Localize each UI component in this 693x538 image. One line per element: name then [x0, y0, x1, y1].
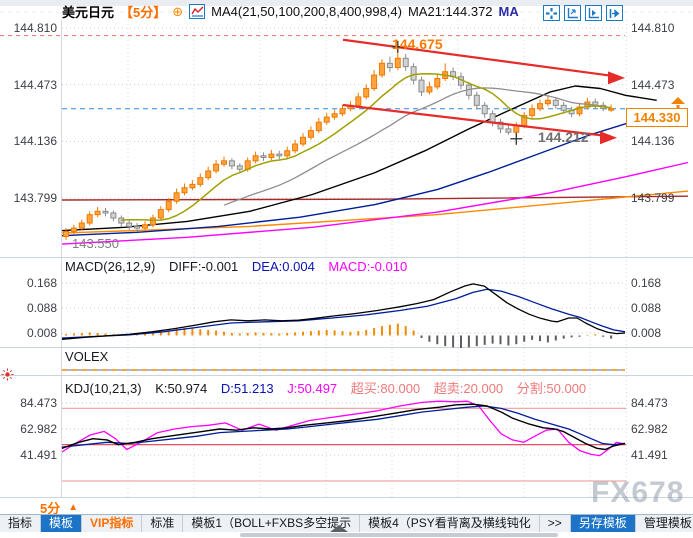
horizontal-scrollbar-thumb[interactable] — [240, 533, 558, 537]
volex-title: VOLEX — [65, 349, 109, 364]
tab-模板1（BOLL+FXBS多空提示[interactable]: 模板1（BOLL+FXBS多空提示 — [183, 515, 361, 532]
tab-模板[interactable]: 模板 — [41, 515, 83, 532]
ma21-value: MA21:144.372 — [407, 3, 493, 19]
export-icon[interactable] — [606, 5, 623, 21]
alert-icon[interactable] — [1, 368, 14, 386]
kdj-split-value: 分割:50.000 — [516, 381, 587, 396]
macd-panel-header: MACD(26,12,9) DIFF:-0.001 DEA:0.004 MACD… — [65, 259, 417, 274]
chart-toolbar — [543, 5, 623, 21]
axis-label: 62.982 — [631, 422, 668, 436]
symbol-title: 美元日元 — [62, 4, 115, 20]
axis-label: 144.473 — [631, 77, 675, 92]
current-price-box: 144.330 — [626, 108, 688, 127]
price-annotation: 143.550 — [72, 236, 119, 251]
axis-label: 84.473 — [631, 396, 668, 410]
add-icon[interactable]: ⊕ — [172, 3, 184, 19]
axis-label: 144.136 — [631, 134, 675, 149]
volex-panel-header: VOLEX — [65, 349, 118, 364]
ma-legend-label: MA — [498, 3, 519, 19]
axis-label: 84.473 — [20, 396, 57, 410]
macd-title: MACD(26,12,9) — [65, 259, 156, 274]
kdj-title: KDJ(10,21,3) — [65, 381, 142, 396]
chart-type-icon[interactable] — [189, 3, 206, 19]
axis-label: 144.810 — [631, 21, 675, 35]
axis-label: 41.491 — [20, 448, 57, 462]
kdj-oversold-value: 超卖:20.000 — [433, 381, 504, 396]
axis-label: 143.799 — [631, 190, 675, 205]
tab-VIP指标[interactable]: VIP指标 — [82, 515, 143, 532]
tab-模板4（PSY看背离及横线钝化[interactable]: 模板4（PSY看背离及横线钝化 — [360, 515, 540, 532]
axis-label: 41.491 — [631, 448, 668, 462]
price-annotation: 144.675 — [392, 36, 443, 52]
kdj-j-value: J:50.497 — [287, 381, 338, 396]
axis-label: 62.982 — [20, 422, 57, 436]
timeframe-label[interactable]: 5分 — [40, 501, 61, 516]
axis-zoom-icon[interactable] — [564, 5, 581, 21]
template-tab-bar: 指标 模板 VIP指标 标准 模板1（BOLL+FXBS多空提示 模板4（PSY看背离及横… — [0, 514, 693, 532]
kdj-k-value: K:50.974 — [155, 381, 208, 396]
axis-label: 143.799 — [13, 190, 57, 205]
axis-label: 0.008 — [26, 326, 57, 340]
panel-resize-handle[interactable] — [330, 525, 348, 532]
axis-label: 0.088 — [631, 301, 662, 315]
axis-label: 0.088 — [26, 301, 57, 315]
watermark: FX678 — [591, 476, 685, 509]
axis-label: 0.168 — [631, 276, 662, 290]
macd-diff-value: DIFF:-0.001 — [168, 259, 239, 274]
tab-指标[interactable]: 指标 — [0, 515, 42, 532]
crosshair-icon[interactable] — [543, 5, 560, 21]
tab-管理模板[interactable]: 管理模板 — [636, 515, 693, 532]
axis-play-icon[interactable] — [585, 5, 602, 21]
macd-macd-value: MACD:-0.010 — [328, 259, 408, 274]
kdj-overbought-value: 超买:80.000 — [350, 381, 421, 396]
axis-label: 144.136 — [13, 134, 57, 149]
kdj-panel-header: KDJ(10,21,3) K:50.974 D:51.213 J:50.497 … — [65, 378, 596, 397]
chart-header: 美元日元 【5分】 ⊕ MA4(21,50,100,200,8,400,998,… — [62, 2, 519, 20]
axis-label: 144.810 — [13, 21, 57, 35]
axis-label: 0.008 — [631, 326, 662, 340]
timeframe-selector[interactable]: 5分 ▲ — [40, 498, 78, 517]
timeframe-badge[interactable]: 【5分】 — [120, 4, 167, 20]
ma-settings-label: MA4(21,50,100,200,8,400,998,4) — [211, 3, 402, 19]
kdj-d-value: D:51.213 — [220, 381, 274, 396]
tab->>[interactable]: >> — [540, 515, 571, 532]
tab-标准[interactable]: 标准 — [142, 515, 184, 532]
macd-dea-value: DEA:0.004 — [251, 259, 315, 274]
tab-另存模板[interactable]: 另存模板 — [570, 515, 636, 532]
axis-label: 0.168 — [26, 276, 57, 290]
price-annotation: 144.212 — [538, 129, 589, 145]
up-triangle-icon: ▲ — [68, 502, 79, 513]
axis-label: 144.473 — [13, 77, 57, 92]
